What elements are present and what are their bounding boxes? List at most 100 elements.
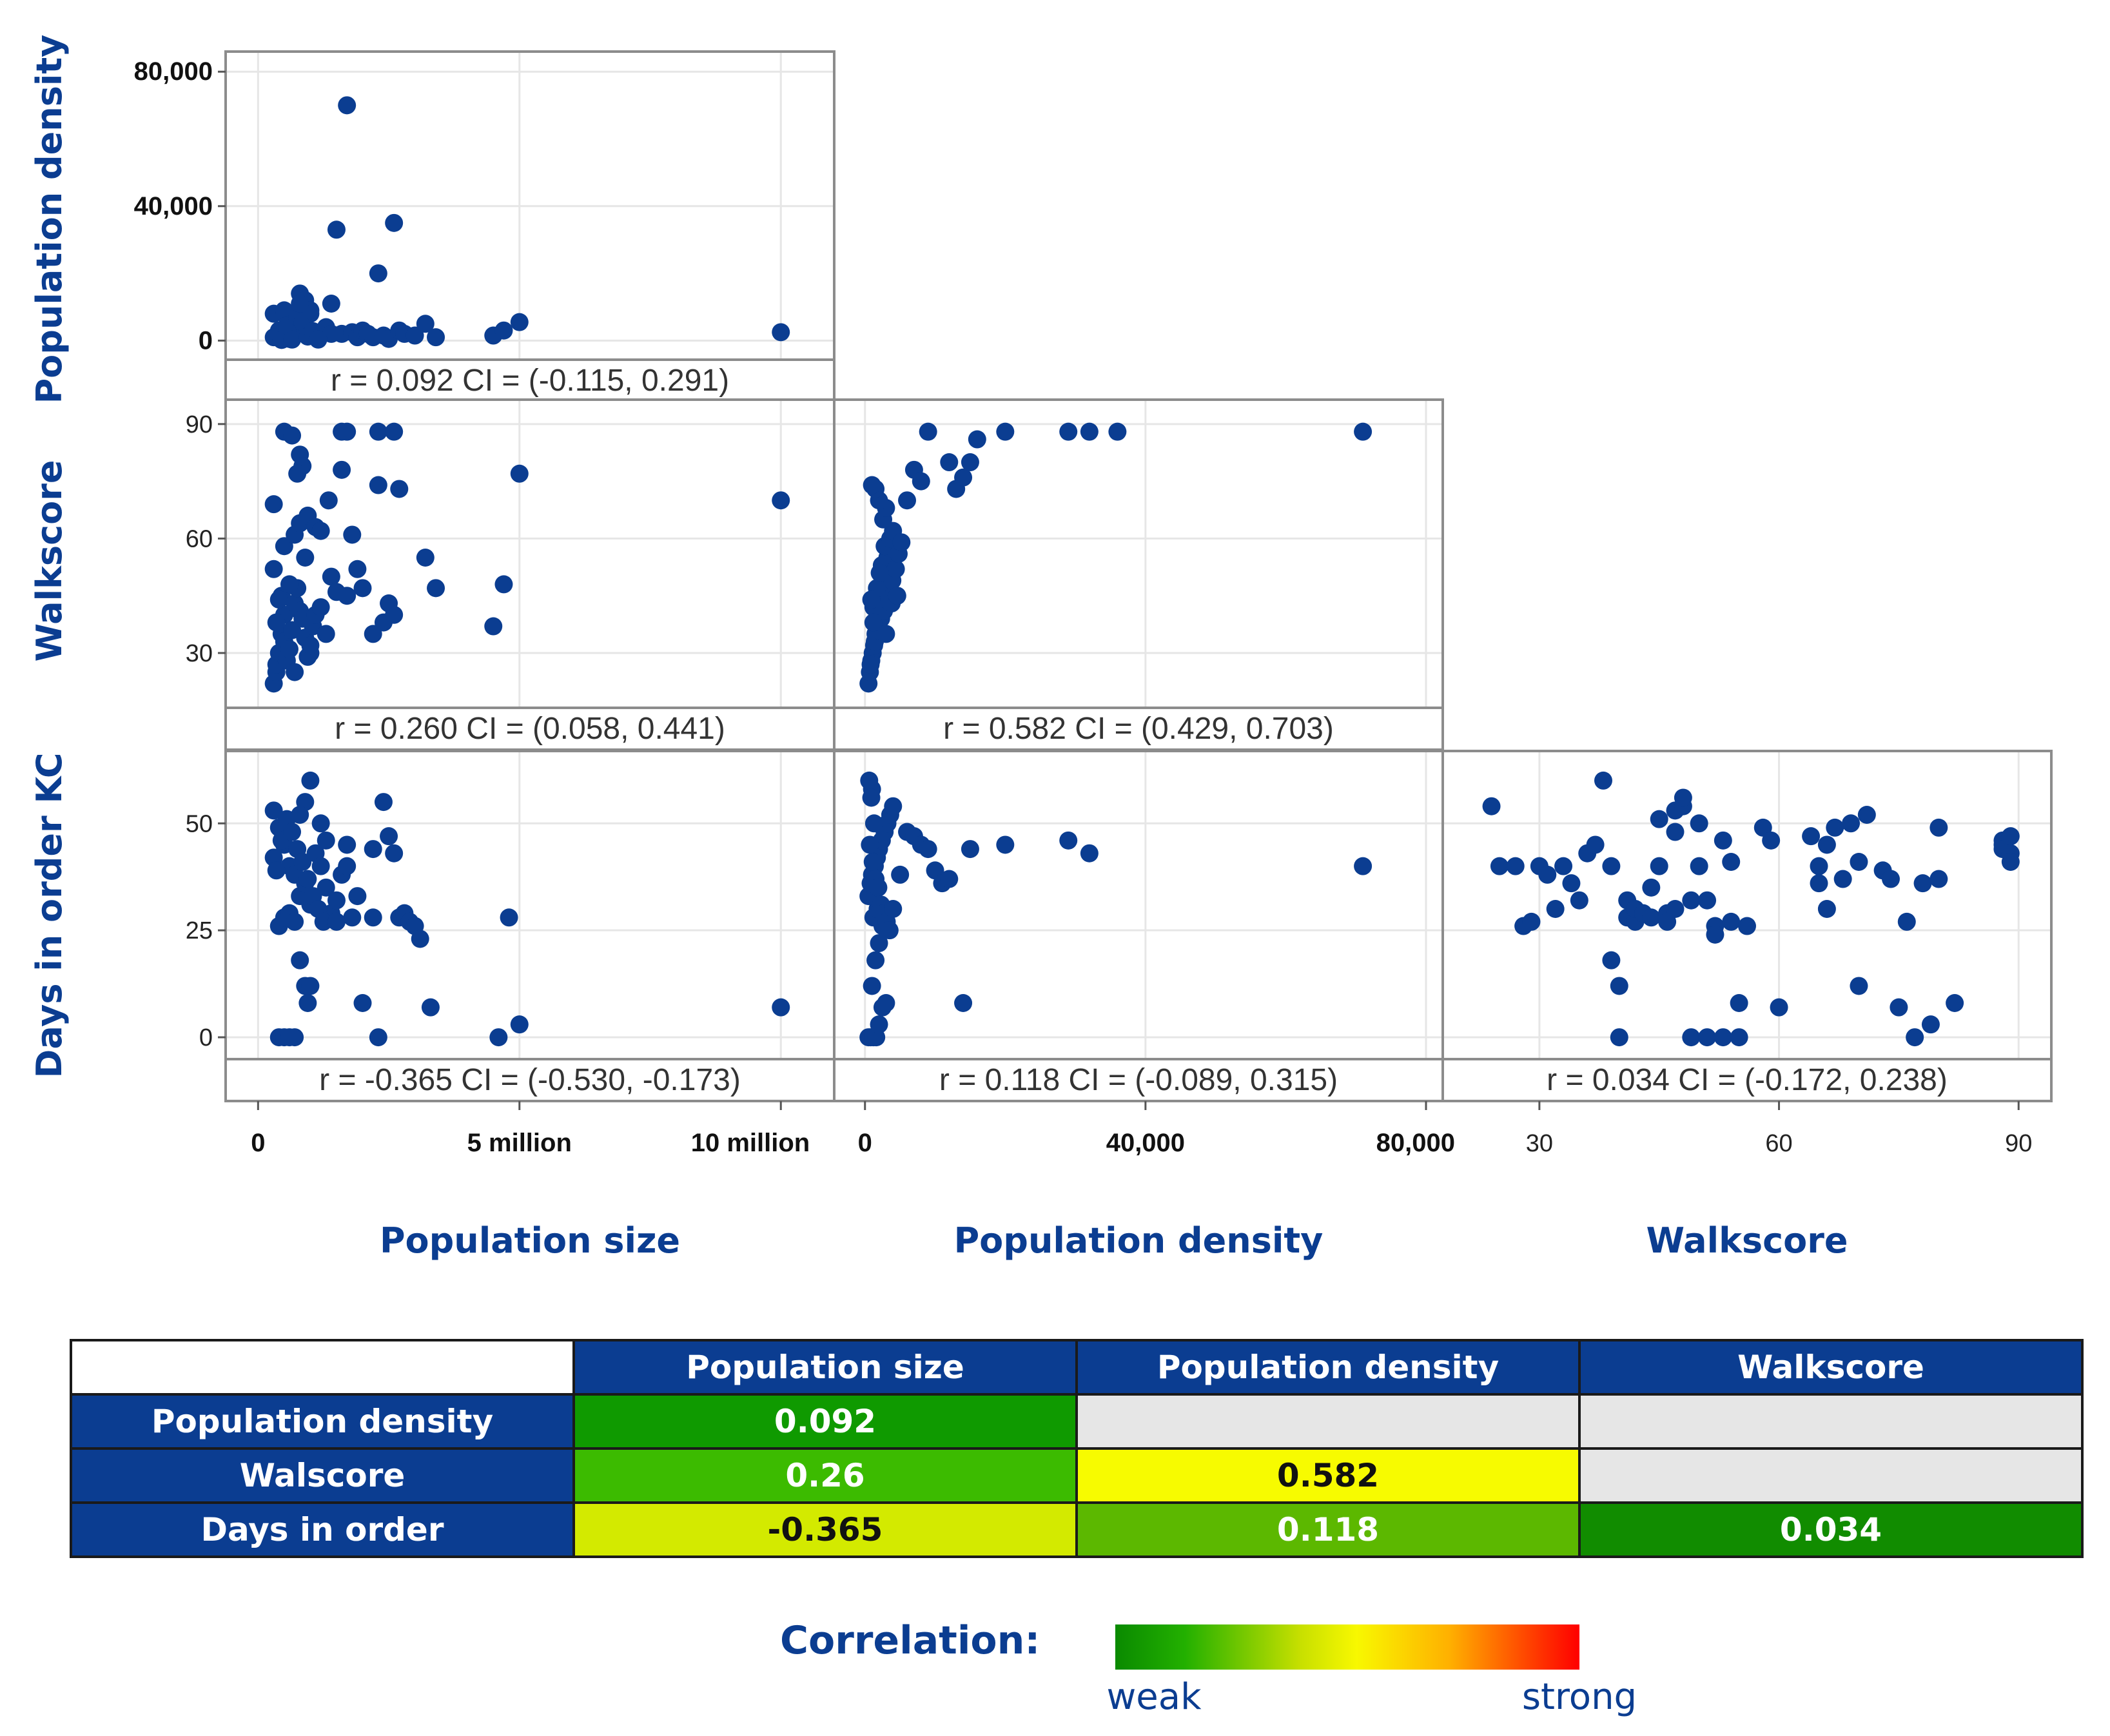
scatter-point <box>364 625 382 643</box>
correlation-stat-label: r = 0.260 CI = (0.058, 0.441) <box>335 712 725 746</box>
scatter-point <box>298 870 317 888</box>
scatter-point <box>1586 835 1605 854</box>
scatter-point <box>317 878 335 897</box>
scatter-point <box>940 870 959 888</box>
scatter-point <box>1722 853 1741 871</box>
scatter-point <box>892 533 911 552</box>
correlation-stat-label: r = 0.034 CI = (-0.172, 0.238) <box>1547 1063 1948 1097</box>
x-tick-label: 30 <box>1526 1130 1553 1157</box>
scatter-point <box>369 264 387 283</box>
table-cell: 0.034 <box>1578 1501 2084 1558</box>
scatter-point <box>1890 998 1908 1017</box>
scatter-point <box>411 930 429 948</box>
panel-frame <box>224 750 835 1060</box>
scatter-point <box>338 587 357 605</box>
scatter-point <box>267 861 286 880</box>
scatter-point <box>1817 835 1836 854</box>
x-tick-label: 5 million <box>467 1129 572 1157</box>
scatter-point <box>269 590 288 609</box>
scatter-point <box>1882 870 1900 888</box>
scatter-point <box>862 590 881 609</box>
table-header-row: Population size Population density Walks… <box>70 1339 2084 1396</box>
scatter-point <box>427 579 445 598</box>
y-tick-label: 90 <box>186 411 213 438</box>
scatter-point <box>301 771 320 790</box>
scatter-point <box>1610 1028 1628 1047</box>
scatter-point <box>264 801 283 820</box>
scatter-point <box>1080 422 1099 441</box>
scatter-point <box>1108 422 1127 441</box>
panel-frame <box>833 750 1444 1060</box>
panel-frame <box>224 398 835 709</box>
scatter-point <box>510 313 529 331</box>
scatter-point <box>1842 814 1861 833</box>
scatter-point <box>311 857 330 875</box>
scatter-point <box>296 549 315 567</box>
table-cell <box>1075 1393 1581 1450</box>
scatter-point <box>283 621 302 639</box>
scatter-point <box>862 788 881 807</box>
scatter-point <box>484 617 503 636</box>
scatter-point <box>343 908 362 927</box>
scatter-point <box>327 891 346 910</box>
scatter-point <box>863 853 882 871</box>
scatter-point <box>1522 912 1541 931</box>
scatter-point <box>1802 827 1821 846</box>
scatter-point <box>1594 771 1612 790</box>
scatter-point <box>1714 831 1732 850</box>
scatter-point <box>1698 1028 1717 1047</box>
scatter-point <box>317 831 335 850</box>
table-cell: 0.26 <box>572 1447 1078 1504</box>
scatter-point <box>280 575 298 594</box>
scatter-point <box>322 567 340 586</box>
scatter-point <box>1354 857 1372 875</box>
scatter-point <box>353 579 372 598</box>
scatter-point <box>314 912 333 931</box>
scatter-point <box>293 853 312 871</box>
y-axis-title: Population density <box>29 35 70 404</box>
scatter-point <box>1570 891 1588 910</box>
scatter-point <box>264 495 283 514</box>
scatter-point <box>369 1028 387 1047</box>
scatter-point <box>1730 1028 1748 1047</box>
y-axis-title: Walkscore <box>29 460 70 661</box>
scatter-point <box>961 453 979 472</box>
y-tick-label: 30 <box>186 640 213 667</box>
x-tick-label: 40,000 <box>1106 1129 1185 1157</box>
scatter-point <box>954 994 973 1012</box>
scatter-point <box>327 220 346 239</box>
scatter-point <box>374 793 393 812</box>
scatterplot-matrix: r = 0.092 CI = (-0.115, 0.291) r = 0.260 … <box>29 35 2053 1261</box>
scatter-point <box>380 827 398 846</box>
scatter-point <box>291 806 309 824</box>
scatter-point <box>427 328 445 347</box>
scatter-point <box>1770 998 1788 1017</box>
scatter-point <box>322 295 340 313</box>
scatter-point <box>1698 891 1717 910</box>
scatter-point <box>772 998 790 1017</box>
scatter-point <box>385 422 404 441</box>
scatter-point <box>1682 891 1701 910</box>
scatter-point <box>772 323 790 342</box>
scatter-point <box>348 887 367 906</box>
scatter-point <box>291 951 309 970</box>
scatter-point <box>1682 1028 1701 1047</box>
stat-box <box>833 1058 1444 1102</box>
legend-weak-label: weak <box>1106 1676 1202 1718</box>
scatter-point <box>385 213 404 232</box>
scatter-point <box>870 1015 888 1034</box>
scatter-point <box>283 823 302 841</box>
scatter-point <box>1929 870 1948 888</box>
scatter-point <box>877 625 895 643</box>
scatter-point <box>348 560 367 578</box>
scatter-point <box>510 1015 529 1034</box>
x-axis-title: Population size <box>380 1220 680 1261</box>
table-cell: 0.118 <box>1075 1501 1581 1558</box>
x-axis-title: Walkscore <box>1646 1220 1848 1261</box>
scatter-point <box>940 453 959 472</box>
correlation-stat-label: r = 0.092 CI = (-0.115, 0.291) <box>331 364 729 398</box>
scatter-point <box>311 522 330 540</box>
correlation-stat-label: r = 0.582 CI = (0.429, 0.703) <box>943 712 1334 746</box>
scatter-point <box>317 625 335 643</box>
table-cell: 0.582 <box>1075 1447 1581 1504</box>
